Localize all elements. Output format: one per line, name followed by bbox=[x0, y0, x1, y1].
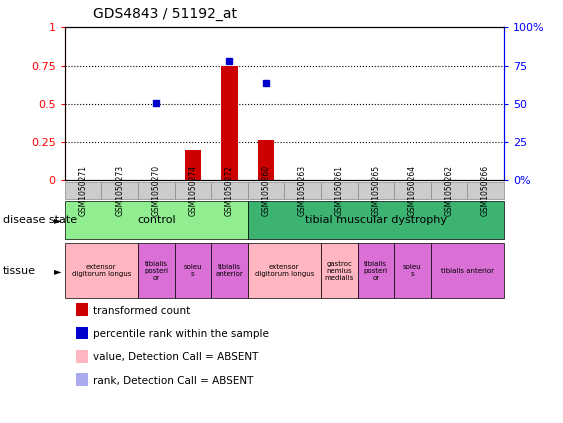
Text: soleu
s: soleu s bbox=[184, 264, 202, 277]
Text: tibial muscular dystrophy: tibial muscular dystrophy bbox=[305, 215, 447, 225]
Bar bbox=[185, 150, 201, 180]
Bar bbox=[221, 66, 238, 180]
Text: tibialis
anterior: tibialis anterior bbox=[216, 264, 243, 277]
Text: GSM1050271: GSM1050271 bbox=[79, 165, 87, 216]
Text: GSM1050273: GSM1050273 bbox=[115, 165, 124, 216]
Text: GSM1050261: GSM1050261 bbox=[335, 165, 343, 216]
Text: tibialis
posteri
or: tibialis posteri or bbox=[144, 261, 168, 281]
Text: GSM1050265: GSM1050265 bbox=[372, 165, 380, 216]
Text: gastroc
nemius
medialis: gastroc nemius medialis bbox=[325, 261, 354, 281]
Text: percentile rank within the sample: percentile rank within the sample bbox=[93, 329, 269, 339]
Text: soleu
s: soleu s bbox=[403, 264, 422, 277]
Text: ►: ► bbox=[55, 266, 62, 276]
Text: GSM1050264: GSM1050264 bbox=[408, 165, 417, 216]
Text: tibialis anterior: tibialis anterior bbox=[441, 268, 494, 274]
Text: GSM1050263: GSM1050263 bbox=[298, 165, 307, 216]
Text: GSM1050272: GSM1050272 bbox=[225, 165, 234, 216]
Text: tissue: tissue bbox=[3, 266, 36, 276]
Text: transformed count: transformed count bbox=[93, 306, 190, 316]
Text: ►: ► bbox=[55, 215, 62, 225]
Text: GSM1050266: GSM1050266 bbox=[481, 165, 490, 216]
Text: control: control bbox=[137, 215, 176, 225]
Bar bbox=[258, 140, 274, 180]
Text: GSM1050262: GSM1050262 bbox=[445, 165, 453, 216]
Text: GDS4843 / 51192_at: GDS4843 / 51192_at bbox=[93, 7, 237, 21]
Text: value, Detection Call = ABSENT: value, Detection Call = ABSENT bbox=[93, 352, 258, 363]
Text: GSM1050274: GSM1050274 bbox=[189, 165, 197, 216]
Text: GSM1050270: GSM1050270 bbox=[152, 165, 160, 216]
Text: rank, Detection Call = ABSENT: rank, Detection Call = ABSENT bbox=[93, 376, 253, 386]
Text: disease state: disease state bbox=[3, 215, 77, 225]
Text: extensor
digitorum longus: extensor digitorum longus bbox=[72, 264, 131, 277]
Text: tibialis
posteri
or: tibialis posteri or bbox=[364, 261, 388, 281]
Text: extensor
digitorum longus: extensor digitorum longus bbox=[254, 264, 314, 277]
Text: GSM1050260: GSM1050260 bbox=[262, 165, 270, 216]
